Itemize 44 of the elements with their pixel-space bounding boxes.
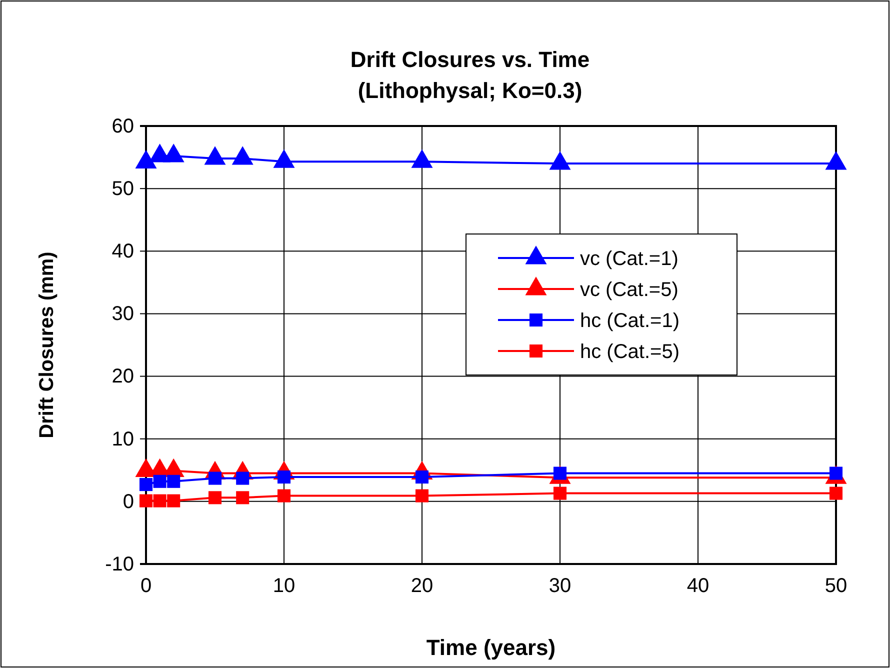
point <box>549 151 571 170</box>
point <box>153 494 166 508</box>
y-tick-label: 40 <box>112 240 134 263</box>
legend-label: vc (Cat.=5) <box>580 279 678 301</box>
point <box>829 486 843 500</box>
x-tick-label: 40 <box>686 575 710 598</box>
point <box>415 489 429 502</box>
point <box>162 144 184 162</box>
x-axis-title: Time (years) <box>426 635 556 660</box>
point <box>236 472 250 485</box>
point <box>167 474 180 488</box>
point <box>139 494 153 508</box>
y-tick-label: 10 <box>112 428 134 450</box>
point <box>204 146 226 165</box>
point <box>825 151 847 170</box>
legend-label: hc (Cat.=5) <box>580 341 680 363</box>
y-tick-label: 60 <box>112 115 134 138</box>
y-tick-label: 30 <box>112 303 134 326</box>
point <box>208 491 222 504</box>
y-tick-label: -10 <box>105 553 134 576</box>
point <box>153 474 166 488</box>
point <box>411 149 433 168</box>
x-tick-label: 50 <box>824 575 848 598</box>
chart-subtitle: (Lithophysal; Ko=0.3) <box>358 78 582 103</box>
point <box>208 472 222 485</box>
y-tick-label: 20 <box>112 366 134 388</box>
legend-label: vc (Cat.=1) <box>580 248 678 270</box>
point <box>232 146 254 165</box>
y-tick-label: 50 <box>112 178 134 200</box>
point <box>277 489 291 502</box>
x-tick-label: 30 <box>548 575 572 598</box>
point <box>236 491 250 504</box>
y-axis-title: Drift Closures (mm) <box>36 252 58 438</box>
y-tick-label: 0 <box>122 490 134 513</box>
point <box>135 150 157 168</box>
chart-title: Drift Closures vs. Time <box>350 47 590 72</box>
x-tick-label: 20 <box>410 575 434 598</box>
point <box>139 478 153 492</box>
point <box>553 486 567 500</box>
point <box>167 494 180 508</box>
x-tick-label: 10 <box>272 575 296 598</box>
point <box>273 149 295 168</box>
legend-label: hc (Cat.=1) <box>580 310 680 332</box>
x-tick-label: 0 <box>140 575 152 598</box>
